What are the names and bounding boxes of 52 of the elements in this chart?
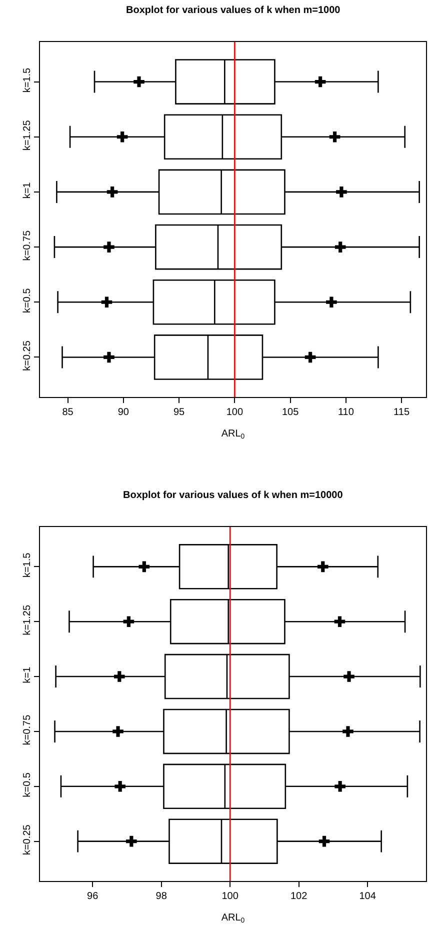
x-tick-label: 98: [156, 891, 168, 902]
point: [101, 296, 112, 308]
x-tick-label: 85: [62, 407, 74, 418]
x-tick-label: 90: [118, 407, 130, 418]
point: [304, 352, 316, 363]
x-tick-label: 115: [394, 407, 410, 418]
y-tick-label: k=1: [22, 666, 33, 684]
point: [104, 242, 114, 252]
y-tick-label: k=0.25: [22, 824, 33, 855]
x-tick-label: 100: [226, 407, 244, 418]
point: [326, 296, 337, 308]
y-tick-label: k=0.25: [22, 340, 33, 371]
point: [329, 131, 340, 142]
x-tick-label: 100: [222, 891, 239, 902]
y-tick-label: k=0.5: [22, 772, 33, 798]
y-tick-label: k=0.75: [22, 230, 33, 261]
x-tick-label: 96: [87, 891, 99, 902]
y-tick-label: k=1: [22, 182, 33, 199]
point: [106, 186, 118, 198]
point: [317, 561, 328, 572]
x-tick-label: 104: [359, 891, 376, 902]
chart-title: Boxplot for various values of k when m=10000: [123, 490, 344, 501]
point: [138, 561, 150, 572]
point: [114, 671, 125, 682]
point: [342, 726, 354, 737]
x-tick-label: 95: [173, 407, 186, 418]
x-tick-label: 110: [338, 407, 354, 418]
point: [318, 836, 330, 847]
x-tick-label: 105: [282, 407, 300, 418]
y-tick-label: k=1.5: [22, 67, 33, 93]
point: [114, 781, 126, 792]
y-tick-label: k=1.5: [22, 552, 33, 578]
point: [134, 76, 144, 88]
x-tick-label: 102: [290, 891, 308, 902]
y-tick-label: k=1.25: [22, 120, 33, 151]
point: [123, 616, 134, 627]
point: [314, 76, 326, 88]
chart-title: Boxplot for various values of k when m=1000: [126, 5, 341, 16]
point: [116, 131, 128, 142]
point: [126, 836, 137, 847]
point: [334, 781, 346, 792]
point: [334, 616, 346, 627]
y-tick-label: k=1.25: [22, 604, 33, 636]
x-axis-title: ARL$_{0}$: [221, 428, 245, 441]
point: [334, 242, 346, 252]
point: [104, 352, 114, 363]
point: [336, 186, 347, 198]
x-axis-title: ARL$_{0}$: [221, 912, 245, 925]
y-tick-label: k=0.75: [22, 714, 33, 746]
point: [112, 726, 124, 737]
point: [344, 671, 354, 682]
y-tick-label: k=0.5: [22, 288, 33, 314]
